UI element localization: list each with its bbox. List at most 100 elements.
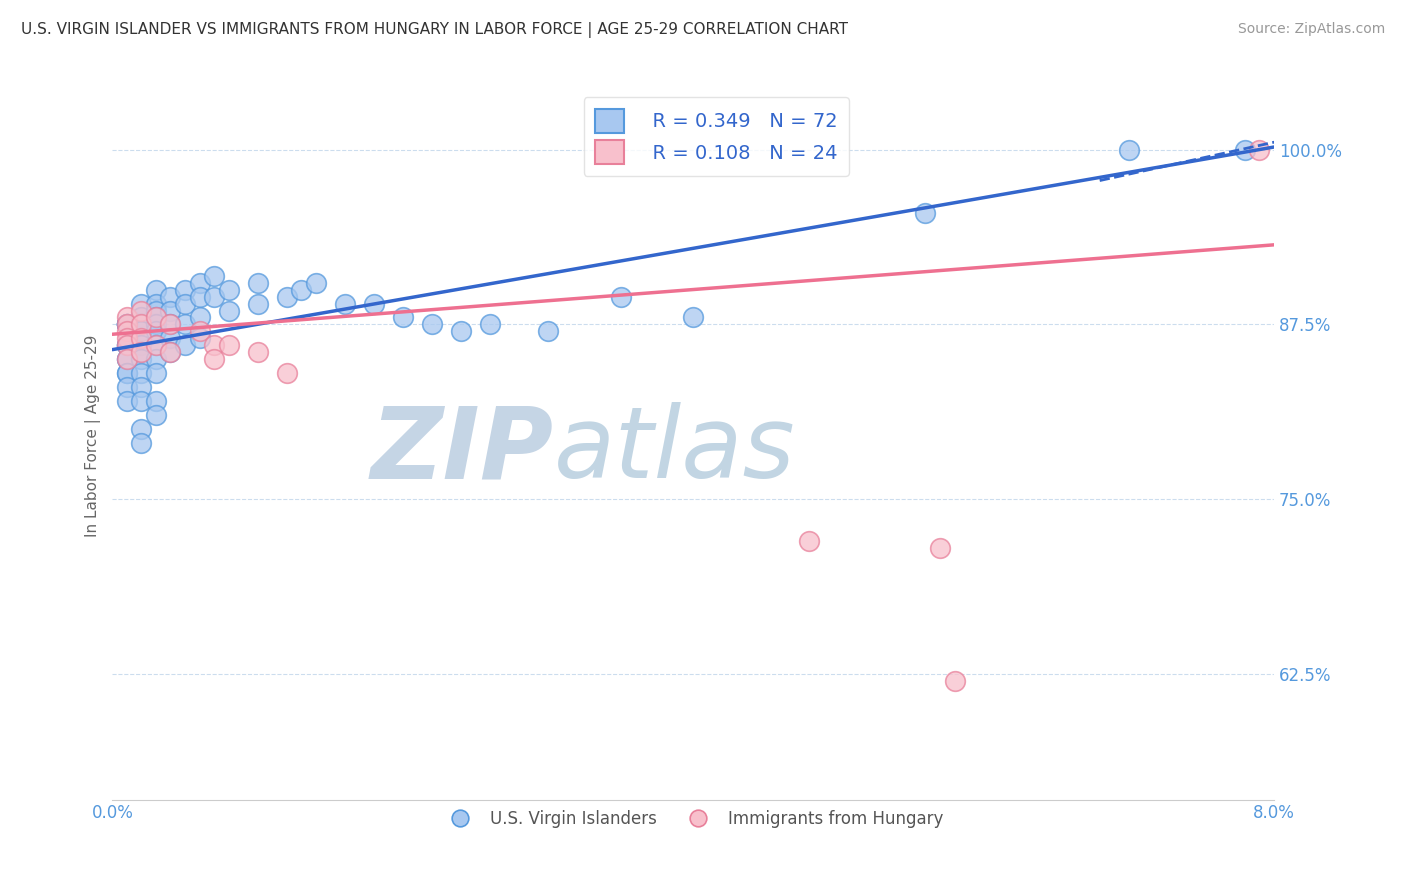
Text: Source: ZipAtlas.com: Source: ZipAtlas.com [1237, 22, 1385, 37]
Point [131, 331, 153, 345]
Point [131, 436, 153, 450]
Point [115, 367, 138, 381]
Point [145, 310, 167, 325]
Point [115, 318, 138, 332]
Point [145, 338, 167, 352]
Point [115, 352, 138, 367]
Point [159, 303, 181, 318]
Point [290, 283, 312, 297]
Point [131, 318, 153, 332]
Point [202, 338, 225, 352]
Point [131, 367, 153, 381]
Point [218, 303, 240, 318]
Point [450, 325, 472, 339]
Point [115, 338, 138, 352]
Point [145, 310, 167, 325]
Legend: U.S. Virgin Islanders, Immigrants from Hungary: U.S. Virgin Islanders, Immigrants from H… [436, 804, 950, 835]
Point [145, 367, 167, 381]
Point [333, 296, 356, 310]
Point [115, 338, 138, 352]
Point [305, 276, 328, 290]
Point [159, 289, 181, 303]
Point [115, 318, 138, 332]
Point [159, 318, 181, 332]
Point [929, 541, 952, 555]
Point [115, 394, 138, 409]
Point [115, 367, 138, 381]
Point [943, 673, 966, 688]
Point [115, 310, 138, 325]
Point [246, 296, 269, 310]
Point [188, 276, 211, 290]
Point [218, 283, 240, 297]
Point [1233, 143, 1256, 157]
Point [131, 325, 153, 339]
Point [202, 352, 225, 367]
Point [174, 318, 197, 332]
Point [115, 318, 138, 332]
Point [131, 310, 153, 325]
Point [276, 367, 298, 381]
Point [218, 338, 240, 352]
Point [174, 338, 197, 352]
Point [115, 338, 138, 352]
Point [115, 352, 138, 367]
Point [145, 318, 167, 332]
Point [537, 325, 560, 339]
Point [174, 296, 197, 310]
Point [159, 318, 181, 332]
Point [145, 303, 167, 318]
Point [115, 318, 138, 332]
Point [131, 345, 153, 359]
Point [188, 310, 211, 325]
Point [159, 331, 181, 345]
Text: atlas: atlas [554, 402, 796, 500]
Point [131, 338, 153, 352]
Point [115, 352, 138, 367]
Point [115, 318, 138, 332]
Point [682, 310, 704, 325]
Point [131, 303, 153, 318]
Point [131, 345, 153, 359]
Point [145, 409, 167, 423]
Point [145, 283, 167, 297]
Point [246, 345, 269, 359]
Point [276, 289, 298, 303]
Point [115, 338, 138, 352]
Point [131, 394, 153, 409]
Point [145, 338, 167, 352]
Point [188, 325, 211, 339]
Point [246, 276, 269, 290]
Point [202, 268, 225, 283]
Point [202, 289, 225, 303]
Point [145, 352, 167, 367]
Point [131, 380, 153, 394]
Point [188, 289, 211, 303]
Point [159, 345, 181, 359]
Point [115, 331, 138, 345]
Point [1118, 143, 1140, 157]
Point [131, 296, 153, 310]
Point [363, 296, 385, 310]
Point [131, 422, 153, 436]
Point [609, 289, 631, 303]
Point [145, 394, 167, 409]
Point [115, 325, 138, 339]
Point [115, 380, 138, 394]
Point [914, 205, 936, 219]
Point [131, 325, 153, 339]
Point [115, 318, 138, 332]
Point [188, 331, 211, 345]
Point [115, 318, 138, 332]
Point [1249, 143, 1271, 157]
Point [174, 283, 197, 297]
Y-axis label: In Labor Force | Age 25-29: In Labor Force | Age 25-29 [86, 335, 101, 538]
Text: ZIP: ZIP [371, 402, 554, 500]
Text: U.S. VIRGIN ISLANDER VS IMMIGRANTS FROM HUNGARY IN LABOR FORCE | AGE 25-29 CORRE: U.S. VIRGIN ISLANDER VS IMMIGRANTS FROM … [21, 22, 848, 38]
Point [799, 534, 821, 549]
Point [145, 296, 167, 310]
Point [420, 318, 443, 332]
Point [145, 325, 167, 339]
Point [131, 352, 153, 367]
Point [391, 310, 413, 325]
